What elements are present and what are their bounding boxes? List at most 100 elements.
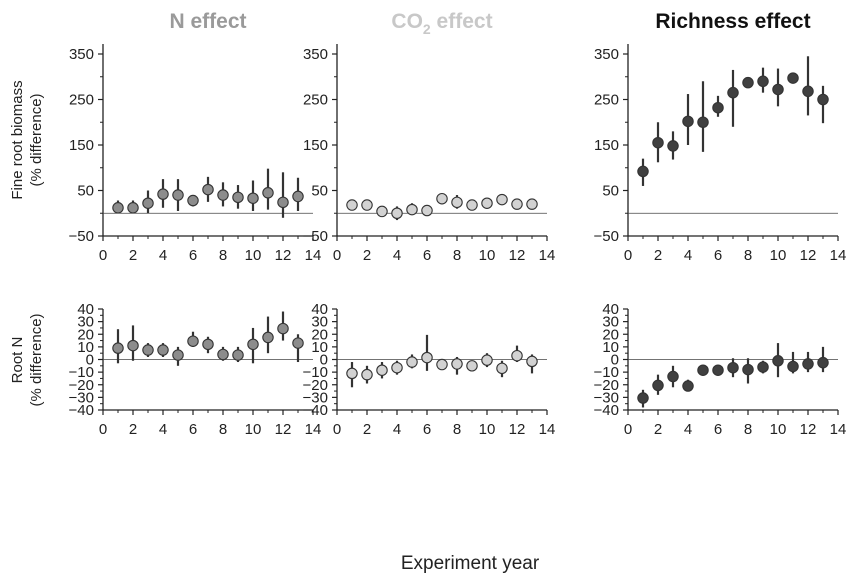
y-tick-label: 40 <box>311 301 328 318</box>
data-point <box>817 356 829 369</box>
data-point <box>247 192 259 204</box>
x-tick-label: 0 <box>624 247 632 264</box>
data-point <box>217 348 229 361</box>
y-tick-label: 30 <box>311 314 328 331</box>
y-tick-label: −40 <box>69 402 94 419</box>
data-point <box>232 191 244 204</box>
y-tick-label: 250 <box>303 92 328 109</box>
x-tick-label: 2 <box>363 421 371 438</box>
data-point <box>451 196 463 209</box>
y-tick-label: 350 <box>303 46 328 63</box>
y-tick-label: −30 <box>69 389 94 406</box>
data-point <box>727 86 739 99</box>
data-point <box>682 115 694 128</box>
x-tick-label: 8 <box>219 421 227 438</box>
y-tick-label: 50 <box>77 183 94 200</box>
x-tick-label: 8 <box>453 247 461 264</box>
data-point <box>142 344 154 356</box>
data-point <box>127 202 139 214</box>
x-tick-label: 14 <box>305 247 322 264</box>
data-point <box>376 364 388 376</box>
data-point <box>247 338 259 351</box>
x-tick-label: 14 <box>830 247 847 264</box>
y-tick-label: −30 <box>594 389 619 406</box>
x-tick-label: 6 <box>189 247 197 264</box>
data-point <box>127 339 139 352</box>
data-point <box>292 190 304 203</box>
data-point <box>817 93 829 106</box>
panel-title: N effect <box>169 10 246 33</box>
y-tick-label: −10 <box>69 364 94 381</box>
data-point <box>526 355 538 368</box>
y-tick-label: −10 <box>303 364 328 381</box>
data-point <box>202 338 214 351</box>
data-point <box>652 136 664 149</box>
x-tick-label: 10 <box>770 247 787 264</box>
x-axis-title: Experiment year <box>401 553 540 574</box>
x-tick-label: 12 <box>800 247 817 264</box>
x-tick-label: 10 <box>479 247 496 264</box>
y-tick-label: −20 <box>69 377 94 394</box>
panel-r1-c2: −50 50 150 250 350 0 2 4 6 8 10 12 14 <box>303 44 556 264</box>
data-point <box>202 183 214 196</box>
data-point <box>667 140 679 152</box>
y-axis-title: (% difference) <box>28 313 45 406</box>
data-point <box>451 358 463 370</box>
y-tick-label: 150 <box>69 137 94 154</box>
y-tick-label: 250 <box>594 92 619 109</box>
data-point <box>637 165 649 178</box>
data-point <box>142 197 154 209</box>
y-tick-label: 150 <box>594 137 619 154</box>
data-point <box>496 362 508 375</box>
y-tick-label: 20 <box>602 326 619 343</box>
data-point <box>346 367 358 380</box>
x-tick-label: 14 <box>539 247 556 264</box>
data-point <box>712 364 724 376</box>
y-tick-label: 50 <box>602 183 619 200</box>
y-axis-title: (% difference) <box>28 93 45 186</box>
x-tick-label: 8 <box>744 421 752 438</box>
data-point <box>757 75 769 88</box>
x-tick-label: 6 <box>423 421 431 438</box>
y-tick-label: 350 <box>69 46 94 63</box>
data-point <box>802 85 814 98</box>
data-point <box>361 368 373 381</box>
panel-r1-c1: −50 50 150 250 350 0 2 4 6 8 10 12 14 <box>69 44 322 264</box>
data-point <box>187 335 199 347</box>
y-tick-label: 10 <box>602 339 619 356</box>
y-tick-label: 150 <box>303 137 328 154</box>
x-tick-label: 12 <box>509 247 526 264</box>
y-tick-label: 20 <box>311 326 328 343</box>
x-tick-label: 14 <box>830 421 847 438</box>
data-point <box>112 202 124 214</box>
data-point <box>481 354 493 366</box>
data-point <box>406 356 418 368</box>
data-point <box>277 196 289 209</box>
data-point <box>217 189 229 201</box>
x-tick-label: 2 <box>363 247 371 264</box>
data-point <box>421 204 433 217</box>
data-point <box>757 361 769 373</box>
data-point <box>436 192 448 205</box>
data-point <box>496 193 508 206</box>
data-point <box>787 360 799 373</box>
x-tick-label: 2 <box>129 247 137 264</box>
data-point <box>157 188 169 200</box>
x-tick-label: 12 <box>275 247 292 264</box>
y-tick-label: 10 <box>77 339 94 356</box>
y-tick-label: 350 <box>594 46 619 63</box>
data-point <box>172 349 184 361</box>
x-tick-label: 10 <box>479 421 496 438</box>
y-tick-label: 10 <box>311 339 328 356</box>
y-tick-label: −40 <box>594 402 619 419</box>
data-point <box>172 189 184 201</box>
x-tick-label: 8 <box>453 421 461 438</box>
data-point <box>802 358 814 370</box>
x-tick-label: 0 <box>333 247 341 264</box>
data-point <box>346 199 358 211</box>
y-tick-label: 0 <box>320 352 328 369</box>
x-tick-label: 0 <box>99 421 107 438</box>
data-point <box>391 207 403 220</box>
y-tick-label: 40 <box>602 301 619 318</box>
data-point <box>526 198 538 210</box>
